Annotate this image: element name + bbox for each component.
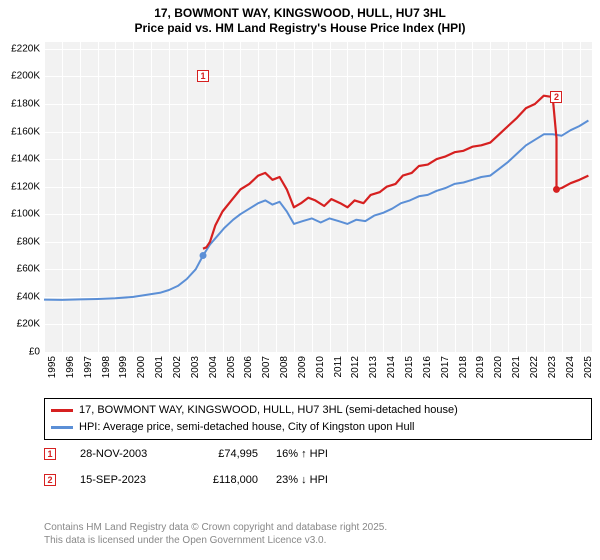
x-axis-label: 2020	[493, 356, 504, 378]
x-axis-label: 2004	[208, 356, 219, 378]
y-axis-label: £40K	[0, 291, 40, 302]
legend: 17, BOWMONT WAY, KINGSWOOD, HULL, HU7 3H…	[44, 398, 592, 440]
y-axis-label: £220K	[0, 43, 40, 54]
x-axis-label: 1995	[47, 356, 58, 378]
x-axis-label: 2019	[475, 356, 486, 378]
x-axis-label: 2015	[404, 356, 415, 378]
y-axis-label: £140K	[0, 154, 40, 165]
x-axis-label: 2014	[386, 356, 397, 378]
footer-line1: Contains HM Land Registry data © Crown c…	[44, 522, 387, 535]
x-axis-label: 2005	[226, 356, 237, 378]
x-axis-label: 2022	[529, 356, 540, 378]
x-axis-label: 1996	[65, 356, 76, 378]
sale-delta: 23% ↓ HPI	[276, 474, 356, 486]
legend-label-blue: HPI: Average price, semi-detached house,…	[79, 420, 414, 435]
x-axis-label: 2012	[350, 356, 361, 378]
sale-row-marker: 2	[44, 474, 56, 486]
y-axis-label: £80K	[0, 236, 40, 247]
licence-footer: Contains HM Land Registry data © Crown c…	[44, 522, 387, 547]
y-axis-label: £0	[0, 347, 40, 358]
sale-date: 15-SEP-2023	[80, 474, 170, 486]
sale-marker-2: 2	[550, 91, 562, 103]
sale-price: £118,000	[188, 474, 258, 486]
sale-date: 28-NOV-2003	[80, 448, 170, 460]
x-axis-label: 2007	[261, 356, 272, 378]
legend-row-red: 17, BOWMONT WAY, KINGSWOOD, HULL, HU7 3H…	[51, 403, 585, 418]
sale-price: £74,995	[188, 448, 258, 460]
x-axis-label: 2010	[315, 356, 326, 378]
y-axis-label: £120K	[0, 181, 40, 192]
x-axis-label: 2011	[333, 356, 344, 378]
sale-row-2: 2 15-SEP-2023 £118,000 23% ↓ HPI	[44, 474, 356, 486]
series-blue	[44, 121, 588, 300]
legend-swatch-blue	[51, 426, 73, 429]
x-axis-label: 1998	[101, 356, 112, 378]
x-axis-label: 2013	[368, 356, 379, 378]
sale-row-1: 1 28-NOV-2003 £74,995 16% ↑ HPI	[44, 448, 356, 460]
y-axis-label: £100K	[0, 209, 40, 220]
legend-swatch-red	[51, 409, 73, 412]
sale-delta: 16% ↑ HPI	[276, 448, 356, 460]
y-axis-label: £160K	[0, 126, 40, 137]
x-axis-label: 2025	[583, 356, 594, 378]
x-axis-label: 2018	[458, 356, 469, 378]
y-axis-label: £60K	[0, 264, 40, 275]
x-axis-label: 2024	[565, 356, 576, 378]
x-axis-label: 1999	[118, 356, 129, 378]
red_end_marker	[553, 186, 560, 193]
x-axis-label: 2016	[422, 356, 433, 378]
legend-label-red: 17, BOWMONT WAY, KINGSWOOD, HULL, HU7 3H…	[79, 403, 458, 418]
x-axis-label: 2001	[154, 356, 165, 378]
price-chart: 17, BOWMONT WAY, KINGSWOOD, HULL, HU7 3H…	[0, 0, 600, 560]
x-axis-label: 2002	[172, 356, 183, 378]
x-axis-label: 2009	[297, 356, 308, 378]
blue_start_marker	[200, 252, 207, 259]
x-axis-label: 2000	[136, 356, 147, 378]
sale-row-marker: 1	[44, 448, 56, 460]
y-axis-label: £200K	[0, 71, 40, 82]
x-axis-label: 1997	[83, 356, 94, 378]
x-axis-label: 2021	[511, 356, 522, 378]
x-axis-label: 2006	[243, 356, 254, 378]
y-axis-label: £20K	[0, 319, 40, 330]
legend-row-blue: HPI: Average price, semi-detached house,…	[51, 420, 585, 435]
x-axis-label: 2003	[190, 356, 201, 378]
sale-marker-1: 1	[197, 70, 209, 82]
footer-line2: This data is licensed under the Open Gov…	[44, 535, 387, 548]
x-axis-label: 2017	[440, 356, 451, 378]
x-axis-label: 2008	[279, 356, 290, 378]
y-axis-label: £180K	[0, 99, 40, 110]
x-axis-label: 2023	[547, 356, 558, 378]
series-red	[203, 96, 588, 249]
